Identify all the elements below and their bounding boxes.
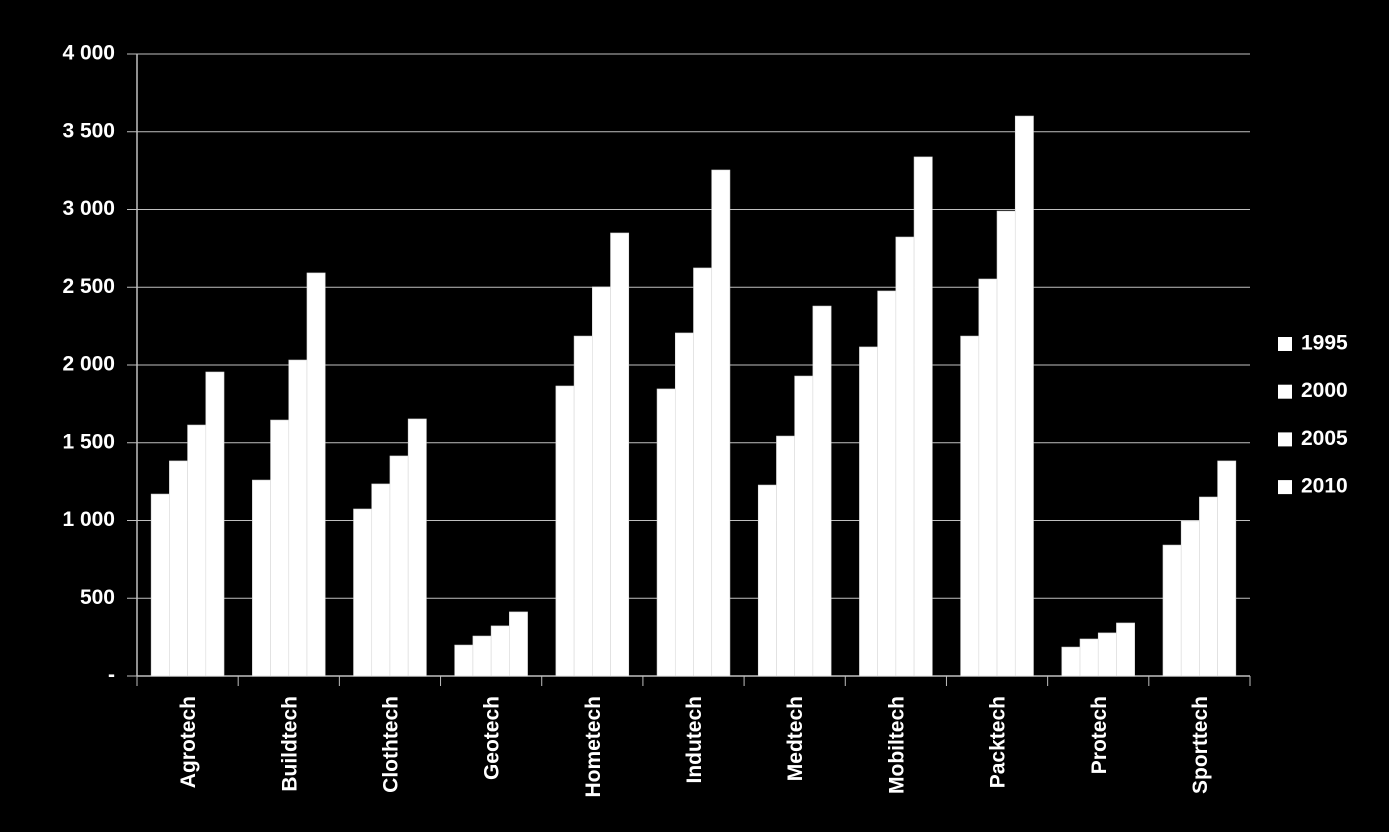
bar	[389, 455, 409, 677]
y-tick-label: 4 000	[62, 42, 115, 65]
y-tick-label: 500	[80, 586, 115, 609]
x-tick-label: Sporttech	[1189, 696, 1212, 794]
bar	[509, 611, 528, 677]
bar	[205, 371, 225, 677]
bar	[895, 236, 915, 677]
y-tick-label: 3 500	[62, 119, 115, 142]
x-tick-label: Agrotech	[177, 696, 200, 788]
bar	[1162, 544, 1182, 677]
bar	[169, 460, 188, 677]
x-tick-label: Packtech	[987, 696, 1010, 788]
x-tick-label: Protech	[1088, 696, 1111, 774]
bar	[252, 479, 271, 677]
y-tick-label: 3 000	[62, 197, 115, 220]
bar	[711, 169, 731, 677]
legend-label: 1995	[1301, 332, 1348, 355]
bar	[1097, 632, 1117, 677]
bar	[573, 335, 593, 677]
bar	[610, 232, 630, 677]
bar	[353, 508, 373, 677]
bar	[490, 625, 510, 677]
legend-label: 2010	[1301, 475, 1348, 498]
legend-swatch	[1278, 480, 1292, 495]
bar	[877, 290, 897, 677]
bar	[1199, 496, 1218, 677]
legend-swatch	[1278, 337, 1292, 351]
legend-swatch	[1278, 432, 1292, 447]
bar	[1014, 115, 1034, 677]
x-tick-label: Geotech	[481, 696, 504, 780]
bar	[288, 359, 308, 677]
x-tick-label: Clothtech	[380, 696, 403, 793]
legend-swatch	[1278, 384, 1292, 399]
bar	[150, 493, 170, 677]
y-tick-label: 1 500	[62, 430, 115, 453]
y-tick-label: -	[108, 664, 115, 687]
bar	[978, 278, 998, 677]
bar	[1061, 646, 1081, 677]
bar	[555, 385, 575, 677]
bar	[371, 483, 391, 677]
x-tick-label: Medtech	[784, 696, 807, 781]
legend-label: 2005	[1301, 427, 1348, 450]
bar	[270, 419, 290, 677]
bar	[757, 484, 777, 677]
bar	[472, 635, 492, 677]
bar	[996, 210, 1016, 677]
legend-label: 2000	[1301, 379, 1348, 402]
x-tick-label: Hometech	[582, 696, 605, 798]
bar	[913, 156, 933, 677]
x-tick-label: Mobiltech	[885, 696, 908, 794]
x-tick-label: Indutech	[683, 696, 706, 784]
bar	[1079, 638, 1099, 677]
bar	[187, 424, 207, 677]
bar	[859, 346, 878, 677]
bar	[960, 335, 980, 677]
bar	[407, 418, 427, 677]
bar	[812, 305, 832, 677]
bar	[1116, 622, 1135, 677]
bar	[592, 286, 611, 677]
y-tick-label: 1 000	[62, 508, 115, 531]
bar	[776, 435, 795, 677]
x-tick-label: Buildtech	[278, 696, 301, 792]
bar	[674, 332, 694, 677]
bar	[693, 267, 713, 677]
bar	[306, 272, 326, 677]
bar	[1217, 460, 1237, 677]
bar	[454, 644, 474, 677]
bar	[656, 388, 676, 677]
bar	[1180, 520, 1200, 677]
y-tick-label: 2 500	[62, 275, 115, 298]
y-tick-label: 2 000	[62, 353, 115, 376]
bar	[794, 375, 814, 677]
